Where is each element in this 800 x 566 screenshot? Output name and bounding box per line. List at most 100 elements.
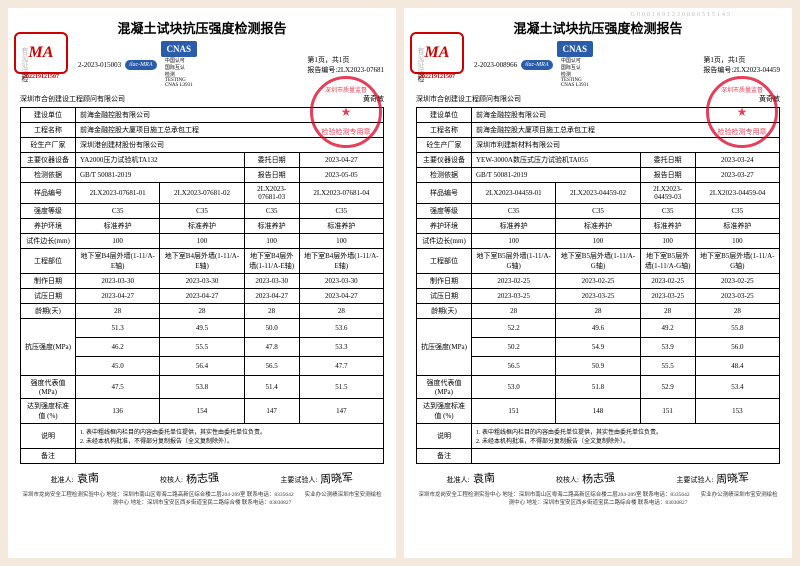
lbl-unit: 建设单位 [417,108,472,123]
val-part: 地下室B4层外墙(1-11/A-E轴) [244,249,299,274]
val-str: 50.2 [472,338,556,357]
val-str: 55.5 [160,338,244,357]
val-part: 地下室B5层外墙(1-11/A-G轴) [640,249,695,274]
val-age: 28 [472,304,556,319]
val-part: 地下室B5层外墙(1-11/A-G轴) [695,249,779,274]
val-made: 2023-02-25 [695,274,779,289]
val-str: 56.0 [695,338,779,357]
val-made: 2023-02-25 [556,274,640,289]
val-test: 2023-04-27 [160,289,244,304]
lbl-grade: 强度等级 [417,204,472,219]
val-grade: C35 [640,204,695,219]
lbl-part: 工程部位 [417,249,472,274]
lbl-cure: 养护环境 [21,219,76,234]
val-edge: 100 [76,234,160,249]
report-title: 混凝土试块抗压强度检测报告 [20,18,384,37]
lbl-remark: 说明 [21,424,76,449]
val-str: 48.4 [695,357,779,376]
val-rptdate: 2023-03-27 [695,168,779,183]
lbl-rptdate: 报告日期 [244,168,299,183]
val-sample: 2LX2023-04459-04 [695,183,779,204]
lbl-made: 制作日期 [21,274,76,289]
watermark: G0001891230006515145 [631,12,732,18]
val-std: GB/T 50081-2019 [472,168,641,183]
val-cure: 标准养护 [472,219,556,234]
sig-main: 主要试验人:周晓军 [280,470,353,486]
val-pct: 147 [244,399,299,424]
lbl-edge: 试件边长(mm) [417,234,472,249]
sig-main: 主要试验人:周晓军 [676,470,749,486]
val-str: 45.0 [76,357,160,376]
val-rep: 52.9 [640,376,695,399]
val-equip: YA2000压力试验机TA132 [76,153,245,168]
val-grade: C35 [556,204,640,219]
val-age: 28 [640,304,695,319]
ilac-badge: ilac-MRA [521,60,552,70]
val-part: 地下室B4层外墙(1-11/A-E轴) [299,249,383,274]
report-table: 建设单位前海金融控股有限公司 工程名称前海金融控股大厦项目施工总承包工程 砼生产… [20,107,384,464]
val-cure: 标准养护 [299,219,383,234]
lbl-rep: 强度代表值(MPa) [21,376,76,399]
val-age: 28 [160,304,244,319]
val-str: 55.8 [695,319,779,338]
val-age: 28 [299,304,383,319]
val-pct: 151 [640,399,695,424]
val-test: 2023-03-25 [556,289,640,304]
val-pct: 147 [299,399,383,424]
val-std: GB/T 50081-2019 [76,168,245,183]
lbl-pct: 达到强度标准值 (%) [417,399,472,424]
ref-no: 报告编号:2LX2023-07681 [307,65,384,75]
val-test: 2023-03-25 [472,289,556,304]
val-rep: 51.5 [299,376,383,399]
lbl-cure: 养护环境 [417,219,472,234]
val-str: 49.6 [556,319,640,338]
lbl-age: 龄期(天) [417,304,472,319]
val-str: 47.8 [244,338,299,357]
sig-approve: 批准人:袁南 [447,470,495,486]
cnas-sub: 中国认可国际互认检测TESTINGCNAS L3931 [561,57,589,88]
lbl-unit: 建设单位 [21,108,76,123]
val-str: 56.5 [244,357,299,376]
sig-approve: 批准人:袁南 [51,470,99,486]
val-entrust: 2023-04-27 [299,153,383,168]
ref-no: 报告编号:2LX2023-04459 [703,65,780,75]
val-rep: 51.4 [244,376,299,399]
val-test: 2023-04-27 [244,289,299,304]
val-str: 49.2 [640,319,695,338]
lbl-part: 工程部位 [21,249,76,274]
lbl-equip: 主要仪器设备 [417,153,472,168]
val-made: 2023-02-25 [472,274,556,289]
val-made: 2023-03-30 [160,274,244,289]
val-sample: 2LX2023-04459-03 [640,183,695,204]
signature-row: 批准人:袁南 校核人:杨志强 主要试验人:周晓军 [416,470,780,486]
lbl-rptdate: 报告日期 [640,168,695,183]
lbl-sample: 样品编号 [21,183,76,204]
footer-address: 深圳市龙岗安全工程检测实验中心 地址：深圳市南山区粤海二路高新区综合楼二层204… [416,490,780,506]
val-edge: 100 [556,234,640,249]
remark-cell: 1. 表中粗线框内栏目的内容由委托单位提供，其实性由委托单位负责。2. 未经本机… [472,424,780,449]
val-age: 28 [695,304,779,319]
signature-row: 批准人:袁南 校核人:杨志强 主要试验人:周晓军 [20,470,384,486]
val-str: 50.0 [244,319,299,338]
val-cure: 标准养护 [695,219,779,234]
val-cure: 标准养护 [76,219,160,234]
val-edge: 100 [695,234,779,249]
val-made: 2023-02-25 [640,274,695,289]
lbl-str: 抗压强度(MPa) [21,319,76,376]
lbl-str: 抗压强度(MPa) [417,319,472,376]
val-age: 28 [556,304,640,319]
val-part: 地下室B4层外墙(1-11/A-E轴) [76,249,160,274]
lbl-mfr: 砼生产厂家 [417,138,472,153]
red-seal: 深圳市质量监督检验检测专用章 [310,76,382,148]
val-sample: 2LX2023-04459-02 [556,183,640,204]
val-str: 46.2 [76,338,160,357]
sig-review: 校核人:杨志强 [160,470,219,486]
doc-no: 2-2023-008966 [474,61,517,69]
lbl-entrust: 委托日期 [244,153,299,168]
val-cure: 标准养护 [640,219,695,234]
val-cure: 标准养护 [556,219,640,234]
cnas-badge: CNAS [161,41,198,57]
val-age: 28 [244,304,299,319]
val-grade: C35 [299,204,383,219]
lbl-rep: 强度代表值(MPa) [417,376,472,399]
